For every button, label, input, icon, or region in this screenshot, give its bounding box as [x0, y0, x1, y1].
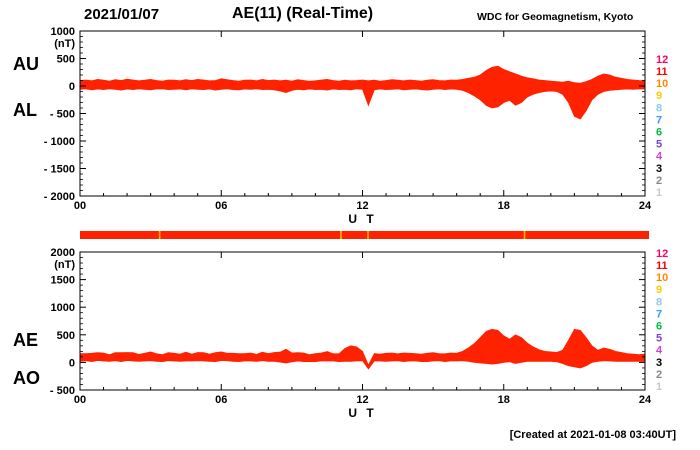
x-tick-label: 00: [74, 394, 86, 406]
legend-count-12: 12: [656, 248, 668, 260]
y-axis-unit: (nT): [54, 259, 75, 271]
legend-count-9: 9: [656, 90, 662, 102]
x-axis-label: U T: [348, 406, 376, 420]
y-tick-label: - 500: [50, 385, 75, 397]
x-tick-label: 06: [215, 394, 227, 406]
x-tick-label: 12: [356, 200, 368, 212]
legend-count-4: 4: [656, 151, 663, 163]
legend-count-6: 6: [656, 321, 662, 333]
legend-count-9: 9: [656, 284, 662, 296]
legend-count-1: 1: [656, 381, 662, 393]
label-ae: AE: [13, 330, 39, 350]
y-tick-label: - 2000: [44, 191, 75, 203]
legend-count-1: 1: [656, 187, 662, 199]
legend-count-8: 8: [656, 296, 662, 308]
legend-count-7: 7: [656, 308, 662, 320]
panel-0: 1000 500 0 - 500 - 1000 - 1500 - 2000 (nT) 00 06 1…: [44, 26, 668, 226]
data-band-au-al: [79, 65, 646, 120]
y-tick-label: 1000: [51, 26, 75, 38]
created-timestamp: [Created at 2021-01-08 03:40UT]: [509, 429, 676, 441]
legend-count-8: 8: [656, 102, 662, 114]
legend-count-2: 2: [656, 369, 662, 381]
y-tick-label: 500: [57, 330, 75, 342]
y-tick-label: - 500: [50, 109, 75, 121]
x-tick-label: 12: [356, 394, 368, 406]
legend-count-2: 2: [656, 175, 662, 187]
legend-count-11: 11: [656, 260, 668, 272]
x-tick-label: 18: [498, 200, 510, 212]
x-tick-label: 00: [74, 200, 86, 212]
station-bar-tick: [367, 231, 369, 239]
legend-count-10: 10: [656, 272, 668, 284]
station-bar-tick: [523, 231, 526, 239]
legend-count-5: 5: [656, 333, 662, 345]
station-bar-tick: [340, 231, 342, 239]
y-tick-label: 0: [69, 81, 75, 93]
y-tick-label: - 1500: [44, 164, 75, 176]
data-source-label: WDC for Geomagnetism, Kyoto: [477, 11, 634, 23]
station-availability-bar: [80, 231, 649, 239]
x-tick-label: 18: [498, 394, 510, 406]
plot-date: 2021/01/07: [84, 6, 160, 23]
legend-count-3: 3: [656, 357, 662, 369]
x-tick-label: 24: [639, 200, 652, 212]
y-tick-label: 1000: [51, 302, 75, 314]
axes-frame: [79, 30, 646, 197]
y-tick-label: 1500: [51, 275, 75, 287]
legend-count-12: 12: [656, 54, 668, 66]
legend-count-3: 3: [656, 163, 662, 175]
legend-count-11: 11: [656, 66, 668, 78]
legend-count-10: 10: [656, 78, 668, 90]
y-tick-label: 0: [69, 357, 75, 369]
x-axis-label: U T: [348, 212, 376, 226]
data-band-ae-ao: [79, 328, 646, 370]
legend-count-4: 4: [656, 345, 663, 357]
x-tick-label: 24: [639, 394, 652, 406]
legend-count-7: 7: [656, 114, 662, 126]
label-al: AL: [13, 100, 37, 120]
station-bar-tick: [158, 231, 161, 239]
y-axis-unit: (nT): [54, 38, 75, 50]
legend-count-6: 6: [656, 127, 662, 139]
axes-frame: [79, 251, 646, 391]
label-ao: AO: [13, 368, 40, 388]
label-au: AU: [13, 54, 39, 74]
x-tick-label: 06: [215, 200, 227, 212]
plot-title: AE(11) (Real-Time): [232, 5, 374, 22]
y-tick-label: - 1000: [44, 136, 75, 148]
y-tick-label: 500: [57, 54, 75, 66]
y-tick-label: 2000: [51, 247, 75, 259]
legend-count-5: 5: [656, 139, 662, 151]
